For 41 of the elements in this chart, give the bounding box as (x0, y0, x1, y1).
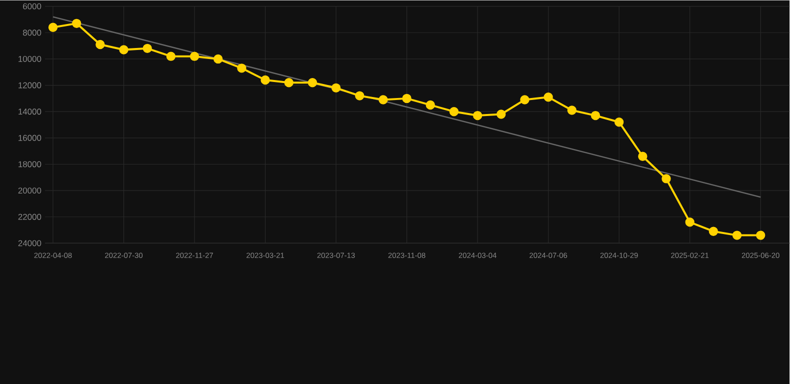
y-tick-label: 14000 (18, 108, 42, 115)
point (638, 152, 648, 161)
point (685, 217, 694, 227)
y-tick-label: 16000 (18, 134, 42, 141)
point (708, 226, 718, 236)
point (142, 44, 152, 53)
point (449, 106, 459, 116)
point (472, 110, 482, 120)
point (355, 91, 364, 100)
point (331, 83, 341, 92)
point (378, 95, 388, 104)
y-tick-label: 10000 (18, 56, 42, 62)
point (756, 230, 766, 240)
point (166, 52, 176, 61)
y-tick-label: 22000 (18, 214, 42, 220)
point (214, 54, 223, 64)
point (590, 110, 600, 120)
point (402, 94, 412, 103)
point (72, 18, 82, 28)
y-tick-label: 6000 (23, 3, 42, 10)
point (662, 174, 671, 184)
point (190, 52, 200, 61)
point (520, 95, 530, 104)
y-tick-label: 20000 (18, 188, 42, 194)
point (496, 110, 506, 119)
y-tick-label: 12000 (18, 82, 42, 88)
point (96, 40, 105, 50)
point (48, 22, 58, 32)
point (237, 64, 246, 73)
y-tick-label: 8000 (23, 30, 42, 36)
point (426, 100, 435, 110)
point (567, 106, 576, 115)
point (308, 78, 318, 88)
y-tick-label: 24000 (18, 240, 42, 246)
point (260, 75, 270, 85)
y-tick-label: 18000 (18, 161, 42, 168)
point (732, 230, 742, 240)
point (119, 45, 128, 54)
point (614, 117, 624, 127)
point (544, 92, 553, 102)
point (284, 78, 294, 88)
